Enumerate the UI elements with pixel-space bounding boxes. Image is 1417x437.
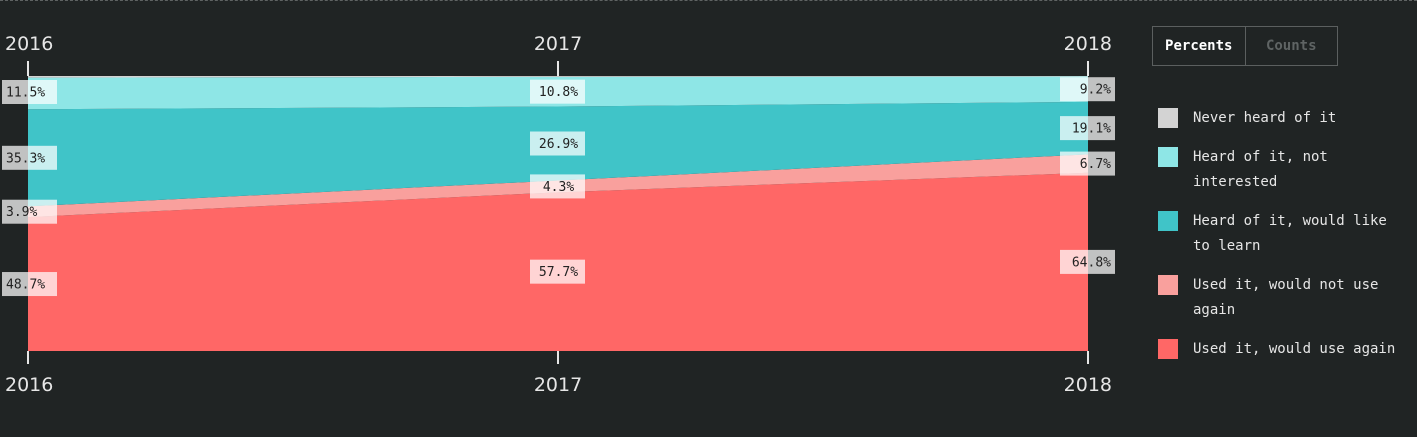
legend-label: Never heard of it	[1193, 110, 1337, 126]
view-toggle: Percents Counts	[1152, 26, 1338, 66]
legend-item-not-interested: Heard of it, not interested	[1158, 145, 1408, 195]
value-label: 10.8%	[539, 85, 578, 100]
value-label: 26.9%	[539, 137, 578, 152]
legend-item-would-not-use-again: Used it, would not use again	[1158, 273, 1408, 323]
legend-swatch	[1158, 275, 1178, 295]
legend-label: Heard of it, would like to learn	[1193, 213, 1387, 254]
top-year-label: 2017	[534, 33, 582, 55]
value-label-box	[1060, 151, 1115, 176]
value-label: 35.3%	[6, 151, 45, 166]
legend-item-never-heard: Never heard of it	[1158, 106, 1408, 131]
legend-label: Used it, would not use again	[1193, 277, 1379, 318]
bottom-year-label: 2016	[5, 374, 53, 396]
value-label-box	[2, 272, 57, 297]
counts-toggle-button[interactable]: Counts	[1265, 38, 1317, 54]
legend-swatch	[1158, 339, 1178, 359]
value-label: 6.7%	[1080, 157, 1111, 172]
value-label: 48.7%	[6, 278, 45, 293]
top-divider	[0, 0, 1417, 1]
value-label-box	[530, 79, 585, 104]
legend: Never heard of it Heard of it, not inter…	[1158, 106, 1408, 376]
stacked-area-chart: 2016 2016 2017 2017 2018 2018 48.7% 57.7% 64.8% 3…	[2, 33, 1115, 396]
top-year-label: 2016	[5, 33, 53, 55]
value-label-box	[530, 259, 585, 284]
bottom-year-label: 2018	[1064, 374, 1112, 396]
value-label-box	[1060, 249, 1115, 274]
value-label: 3.9%	[6, 205, 37, 220]
top-year-label: 2018	[1064, 33, 1112, 55]
value-label-box	[530, 131, 585, 156]
value-label: 57.7%	[539, 265, 578, 280]
legend-swatch	[1158, 211, 1178, 231]
value-label: 64.8%	[1072, 255, 1111, 270]
legend-label: Heard of it, not interested	[1193, 149, 1328, 190]
value-label-box	[1060, 77, 1115, 102]
legend-swatch	[1158, 147, 1178, 167]
value-label-box	[1060, 116, 1115, 141]
value-label: 19.1%	[1072, 122, 1111, 137]
percents-toggle-button[interactable]: Percents	[1153, 27, 1246, 65]
legend-item-would-use-again: Used it, would use again	[1158, 337, 1408, 362]
value-label: 4.3%	[543, 180, 574, 195]
value-label-box	[530, 174, 585, 199]
legend-label: Used it, would use again	[1193, 341, 1396, 357]
value-label: 11.5%	[6, 86, 45, 101]
legend-swatch	[1158, 108, 1178, 128]
value-label-box	[2, 145, 57, 170]
area-never-heard-of-it	[28, 76, 1088, 78]
bottom-year-label: 2017	[534, 374, 582, 396]
value-label: 9.2%	[1080, 83, 1111, 98]
legend-item-would-like-to-learn: Heard of it, would like to learn	[1158, 209, 1408, 259]
value-label-box	[2, 80, 57, 104]
value-label-box	[2, 199, 57, 224]
